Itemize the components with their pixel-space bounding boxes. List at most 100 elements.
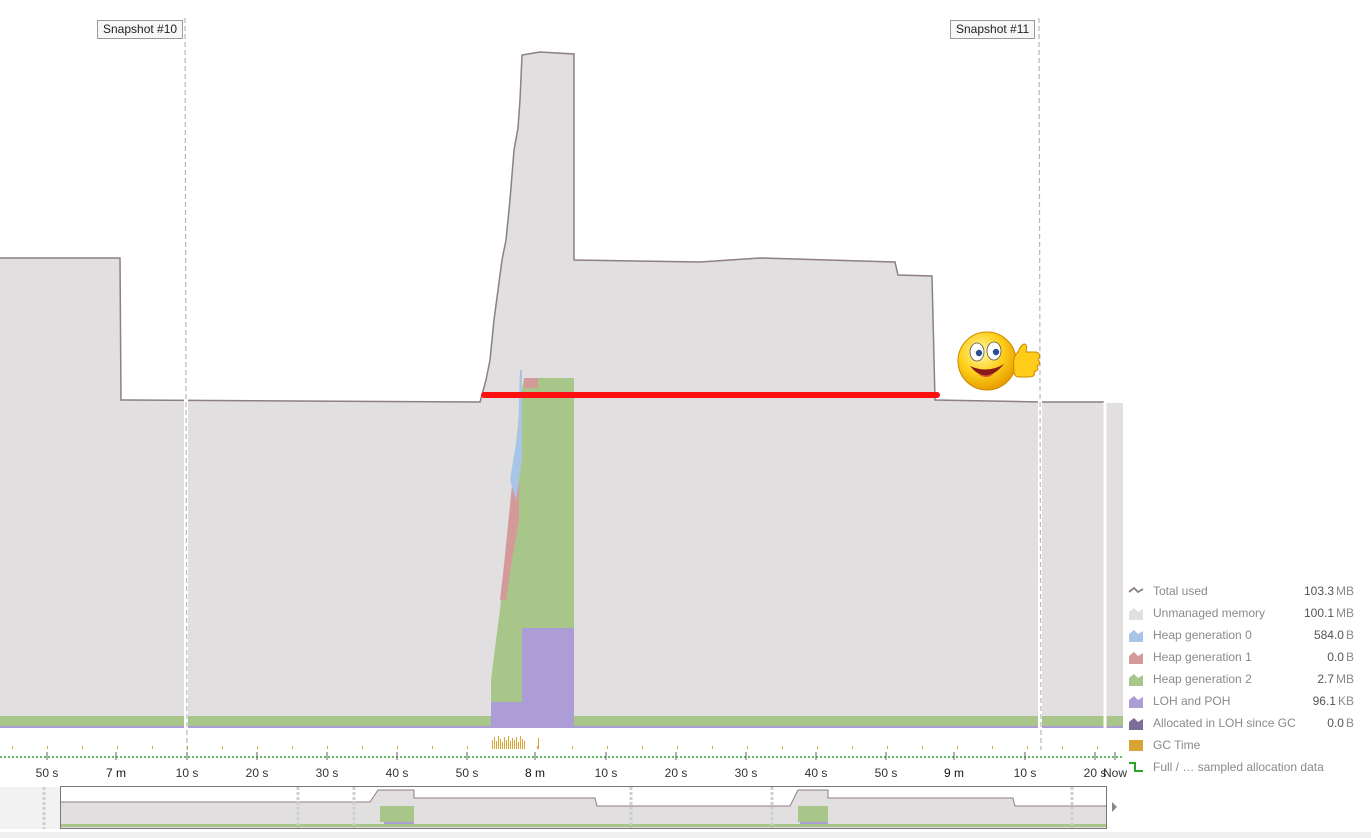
snapshot-10-label[interactable]: Snapshot #10 xyxy=(97,20,184,39)
time-tick-label: 10 s xyxy=(594,766,618,780)
minor-tick xyxy=(82,746,83,749)
minor-tick xyxy=(922,746,923,749)
legend-item[interactable]: GC Time xyxy=(1126,734,1366,756)
minor-tick xyxy=(152,746,153,749)
minor-tick xyxy=(292,746,293,749)
legend-item[interactable]: Total used 103.3 MB xyxy=(1126,580,1366,602)
time-tick-label: 9 m xyxy=(943,766,965,780)
time-tick-label: 10 s xyxy=(175,766,199,780)
minor-tick xyxy=(817,746,818,749)
legend-label: Unmanaged memory xyxy=(1153,606,1266,620)
time-tick-label: 20 s xyxy=(664,766,688,780)
minor-tick xyxy=(642,746,643,749)
legend-label: LOH and POH xyxy=(1153,694,1231,708)
overview-scroll-right-icon[interactable] xyxy=(1112,802,1117,812)
overview-strip[interactable] xyxy=(0,784,1124,832)
unmanaged-memory-tail xyxy=(1106,403,1123,728)
chart-legend: Total used 103.3 MB Unmanaged memory 100.1 MB… xyxy=(1126,580,1366,778)
legend-item[interactable]: Unmanaged memory 100.1 MB xyxy=(1126,602,1366,624)
legend-item[interactable]: Heap generation 0 584.0 B xyxy=(1126,624,1366,646)
legend-label: Total used xyxy=(1153,584,1208,598)
minor-ticks xyxy=(12,746,1098,749)
minor-tick xyxy=(1062,746,1063,749)
minor-tick xyxy=(957,746,958,749)
minor-tick xyxy=(327,746,328,749)
overview-left-area xyxy=(0,787,60,829)
legend-value xyxy=(1352,734,1354,756)
legend-label: GC Time xyxy=(1153,738,1201,752)
minor-tick xyxy=(887,746,888,749)
heap-gen1-top xyxy=(524,378,538,388)
legend-area-icon xyxy=(1129,630,1143,642)
legend-area-icon xyxy=(1129,652,1143,664)
minor-tick xyxy=(677,746,678,749)
minor-tick xyxy=(12,746,13,749)
minor-tick xyxy=(537,746,538,749)
legend-label: Full / … sampled allocation data xyxy=(1153,760,1324,774)
legend-item[interactable]: Allocated in LOH since GC 0.0 B xyxy=(1126,712,1366,734)
minor-tick xyxy=(607,746,608,749)
legend-value: 100.1 MB xyxy=(1303,606,1354,620)
minor-tick xyxy=(852,746,853,749)
snapshot-11-marker-line xyxy=(1038,17,1042,751)
horizontal-scrollbar[interactable] xyxy=(0,832,1371,838)
legend-value: 103.3 MB xyxy=(1303,584,1354,598)
legend-label: Heap generation 1 xyxy=(1153,650,1252,664)
minor-tick xyxy=(747,746,748,749)
minor-tick xyxy=(117,746,118,749)
minor-tick xyxy=(572,746,573,749)
legend-label: Allocated in LOH since GC xyxy=(1153,716,1296,730)
legend-value: 0.0 B xyxy=(1327,716,1354,730)
time-tick-label: 40 s xyxy=(385,766,409,780)
legend-value: 2.7 MB xyxy=(1317,672,1354,686)
minor-tick xyxy=(257,746,258,749)
time-tick-label: 20 s xyxy=(1083,766,1107,780)
minor-tick xyxy=(362,746,363,749)
time-tick-label: 40 s xyxy=(804,766,828,780)
overview-total-line xyxy=(60,789,1106,807)
minor-tick xyxy=(782,746,783,749)
snapshot-11-label[interactable]: Snapshot #11 xyxy=(950,20,1036,39)
legend-value: 584.0 B xyxy=(1313,628,1354,642)
gc-time-bars xyxy=(492,736,539,749)
legend-step-icon xyxy=(1129,762,1143,772)
thumbs-up-smiley-icon xyxy=(957,331,1041,391)
time-tick-label: 7 m xyxy=(105,766,127,780)
major-ticks xyxy=(46,752,1116,760)
time-tick-label: 8 m xyxy=(524,766,546,780)
legend-line-icon xyxy=(1128,586,1144,594)
legend-value: 0.0 B xyxy=(1327,650,1354,664)
snapshot-10-marker-line xyxy=(184,17,188,751)
legend-area-icon xyxy=(1129,718,1143,730)
time-tick-label: 50 s xyxy=(35,766,59,780)
legend-area-icon xyxy=(1129,696,1143,708)
legend-area-icon xyxy=(1129,608,1143,620)
minor-tick xyxy=(432,746,433,749)
overview-viewport-frame[interactable] xyxy=(60,786,1107,829)
minor-tick xyxy=(1027,746,1028,749)
minor-tick xyxy=(222,746,223,749)
legend-value xyxy=(1352,756,1354,778)
legend-item[interactable]: Heap generation 1 0.0 B xyxy=(1126,646,1366,668)
legend-label: Heap generation 0 xyxy=(1153,628,1252,642)
time-tick-label: 50 s xyxy=(455,766,479,780)
overview-gen2-2 xyxy=(798,806,828,822)
legend-item[interactable]: Heap generation 2 2.7 MB xyxy=(1126,668,1366,690)
time-tick-label: 30 s xyxy=(315,766,339,780)
time-tick-label: 20 s xyxy=(245,766,269,780)
loh-spike xyxy=(522,628,574,728)
overview-gen2-1 xyxy=(380,806,414,822)
legend-item[interactable]: Full / … sampled allocation data xyxy=(1126,756,1366,778)
loh-spike-bottom xyxy=(491,702,522,728)
time-tick-label: 30 s xyxy=(734,766,758,780)
memory-usage-chart[interactable] xyxy=(0,0,1124,760)
time-tick-label: 10 s xyxy=(1013,766,1037,780)
minor-tick xyxy=(1097,746,1098,749)
legend-area-icon xyxy=(1129,674,1143,686)
minor-tick xyxy=(397,746,398,749)
heap-gen0-spike xyxy=(510,370,522,500)
legend-item[interactable]: LOH and POH 96.1 KB xyxy=(1126,690,1366,712)
minor-tick xyxy=(187,746,188,749)
time-tick-label: 50 s xyxy=(874,766,898,780)
legend-value: 96.1 KB xyxy=(1312,694,1354,708)
